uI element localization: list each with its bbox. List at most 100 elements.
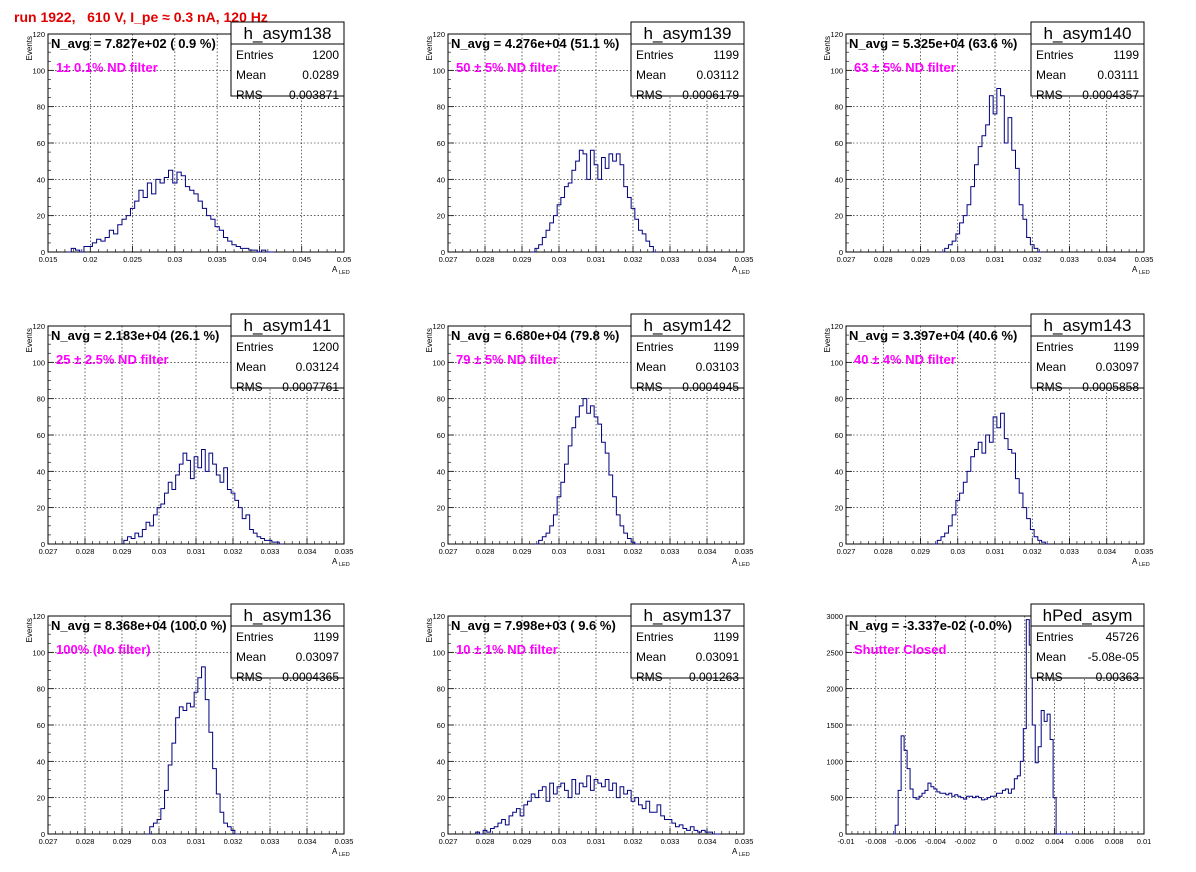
y-tick-label: 20 [37,504,45,513]
x-tick-label: 0.032 [224,837,243,846]
y-tick-label: 120 [32,612,45,621]
x-tick-label: 0.006 [1075,837,1094,846]
x-axis-label: A [1132,265,1138,274]
x-tick-label: 0.029 [513,255,532,264]
x-tick-label: 0.032 [624,837,643,846]
histogram-line-h_asym136 [146,666,239,835]
x-axis-label-subscript: LED [1139,270,1150,276]
x-tick-label: 0.034 [298,837,317,846]
y-tick-label: 80 [835,395,843,404]
y-tick-label: 80 [37,103,45,112]
x-tick-label: 0.035 [735,255,754,264]
stats-label-mean: Mean [1036,68,1066,82]
y-tick-label: 120 [830,322,843,331]
stats-label-entries: Entries [636,48,673,62]
x-tick-label: 0.04 [252,255,267,264]
histogram-line-h_asym140 [940,88,1042,253]
stats-value-rms: 0.0004945 [682,380,739,394]
histogram-panel-h_asym136: 0.027 0.028 0.029 0.03 0.031 0.032 0.033 0.034 0… [25,603,353,858]
x-tick-label: 0.034 [1097,255,1116,264]
x-axis-label: A [332,265,338,274]
x-tick-label: 0.029 [113,547,132,556]
x-tick-label: 0.027 [837,547,856,556]
x-tick-label: 0.033 [661,837,680,846]
stats-label-rms: RMS [636,670,663,684]
x-tick-label: 0.031 [986,255,1005,264]
stats-label-entries: Entries [236,48,273,62]
histogram-line-h_asym142 [534,398,639,545]
x-tick-label: 0.01 [1137,837,1152,846]
filter-label: 40 ± 4% ND filter [854,352,956,367]
stats-value-rms: 0.0007761 [282,380,339,394]
y-tick-label: 0 [41,540,45,549]
y-tick-label: 80 [37,395,45,404]
x-axis-label-subscript: LED [739,562,750,568]
stats-label-entries: Entries [1036,630,1073,644]
page-title: run 1922, 610 V, I_pe ≈ 0.3 nA, 120 Hz [14,9,268,25]
filter-label: 25 ± 2.5% ND filter [56,352,169,367]
histogram-panel-h_asym139: 0.027 0.028 0.029 0.03 0.031 0.032 0.033 0.034 0… [425,21,754,276]
x-tick-label: 0.03 [950,547,965,556]
histogram-panel-h_asym137: 0.027 0.028 0.029 0.03 0.031 0.032 0.033 0.034 0… [425,603,753,858]
stats-value-mean: 0.03097 [1096,360,1140,374]
x-tick-label: 0.027 [837,255,856,264]
x-tick-label: 0.031 [587,547,606,556]
n-avg-text: N_avg = 4.276e+04 (51.1 %) [451,36,619,51]
stats-label-rms: RMS [1036,380,1063,394]
y-tick-label: 20 [37,794,45,803]
stats-label-rms: RMS [236,380,263,394]
y-tick-label: 0 [441,540,445,549]
x-tick-label: 0.027 [439,255,458,264]
x-tick-label: 0.028 [874,547,893,556]
y-tick-label: 0 [839,830,843,839]
x-axis-label: A [332,557,338,566]
y-tick-label: 60 [437,721,445,730]
y-axis-label: Events [823,328,832,352]
y-tick-label: 100 [432,358,445,367]
x-tick-label: 0.035 [335,547,354,556]
y-tick-label: 100 [432,66,445,75]
y-tick-label: 40 [37,757,45,766]
x-axis-label-subscript: LED [339,852,350,858]
x-tick-label: 0.031 [187,837,206,846]
histogram-line-h_asym138 [67,169,275,253]
x-tick-label: 0.031 [587,255,606,264]
y-tick-label: 60 [37,721,45,730]
stats-value-rms: 0.001263 [689,670,739,684]
stats-value-mean: 0.03103 [696,360,740,374]
y-tick-label: 0 [441,830,445,839]
x-tick-label: 0.03 [552,547,567,556]
x-tick-label: 0.002 [1015,837,1034,846]
x-tick-label: 0.028 [476,547,495,556]
x-tick-label: 0.03 [552,255,567,264]
stats-label-mean: Mean [236,650,266,664]
y-tick-label: 80 [37,685,45,694]
filter-label: 50 ± 5% ND filter [456,60,558,75]
stats-label-mean: Mean [636,68,666,82]
y-tick-label: 80 [437,395,445,404]
y-tick-label: 40 [835,175,843,184]
stats-histogram-name: h_asym141 [244,316,332,335]
x-axis-label-subscript: LED [739,270,750,276]
stats-box [230,21,345,97]
x-tick-label: 0.027 [439,547,458,556]
stats-label-rms: RMS [636,88,663,102]
x-tick-label: 0.033 [261,837,280,846]
histogram-line-h_asym141 [123,449,283,545]
stats-value-mean: 0.03112 [697,68,740,82]
y-axis-label: Events [25,36,34,60]
x-axis-label-subscript: LED [339,562,350,568]
y-tick-label: 80 [437,685,445,694]
y-tick-label: 60 [437,431,445,440]
x-axis-label: A [732,557,738,566]
stats-label-rms: RMS [1036,670,1063,684]
x-tick-label: -0.008 [865,837,886,846]
x-tick-label: 0.029 [513,547,532,556]
x-tick-label: 0.032 [224,547,243,556]
stats-box [630,603,745,679]
x-tick-label: -0.002 [955,837,976,846]
y-tick-label: 100 [32,358,45,367]
x-tick-label: 0.034 [298,547,317,556]
y-tick-label: 0 [41,830,45,839]
stats-label-entries: Entries [636,340,673,354]
